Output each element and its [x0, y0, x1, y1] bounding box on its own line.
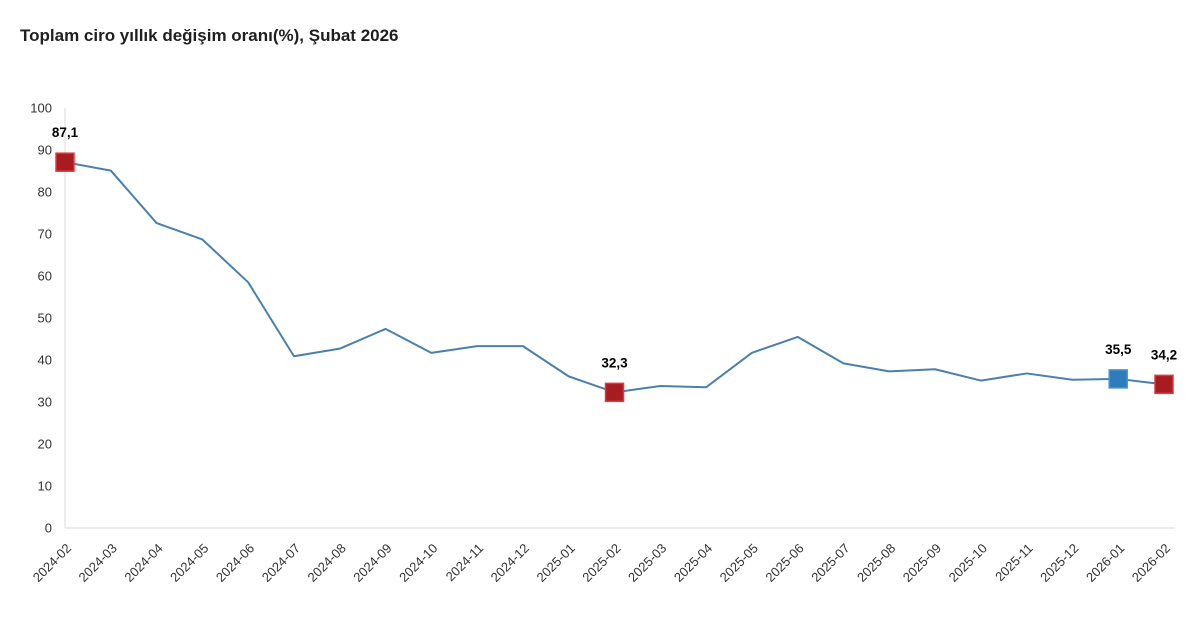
- x-axis-tick-label: 2024-10: [396, 541, 440, 585]
- y-axis-tick-label: 70: [38, 227, 52, 242]
- y-axis-tick-label: 10: [38, 479, 52, 494]
- y-axis-tick-label: 50: [38, 311, 52, 326]
- x-axis-tick-label: 2024-08: [305, 541, 349, 585]
- y-axis-tick-label: 40: [38, 353, 52, 368]
- x-axis-tick-label: 2024-11: [443, 541, 487, 585]
- x-axis-tick-label: 2025-12: [1037, 541, 1081, 585]
- x-axis-tick-label: 2024-05: [167, 541, 211, 585]
- x-axis-tick-label: 2024-02: [30, 541, 74, 585]
- point-data-label-2026-01: 35,5: [1105, 342, 1132, 357]
- highlight-marker-2026-02[interactable]: [1154, 374, 1174, 395]
- y-axis-tick-label: 20: [38, 437, 52, 452]
- x-axis-tick-label: 2025-09: [900, 541, 944, 585]
- point-data-label-2025-02: 32,3: [601, 355, 628, 370]
- x-axis-tick-label: 2024-12: [488, 541, 532, 585]
- x-axis-tick-label: 2025-04: [671, 541, 715, 585]
- x-axis-tick-label: 2025-05: [717, 541, 761, 585]
- x-axis-tick-label: 2024-07: [259, 541, 303, 585]
- y-axis-tick-label: 0: [45, 521, 52, 536]
- x-axis-tick-label: 2025-07: [808, 541, 852, 585]
- highlight-marker-2024-02[interactable]: [55, 152, 75, 172]
- point-data-label-2026-02: 34,2: [1151, 347, 1177, 362]
- y-axis-tick-label: 100: [30, 101, 52, 116]
- y-axis-tick-label: 30: [38, 395, 52, 410]
- highlight-marker-2025-02[interactable]: [604, 382, 625, 403]
- x-axis-tick-label: 2025-03: [625, 541, 669, 585]
- x-axis-tick-label: 2025-10: [946, 541, 990, 585]
- x-axis-tick-label: 2024-03: [76, 541, 120, 585]
- x-axis-tick-label: 2025-06: [762, 541, 806, 585]
- y-axis-tick-label: 90: [38, 143, 52, 158]
- y-axis-tick-label: 60: [38, 269, 52, 284]
- x-axis-tick-label: 2024-04: [121, 541, 165, 585]
- x-axis-tick-label: 2025-01: [533, 541, 577, 585]
- x-axis-tick-label: 2025-02: [579, 541, 623, 585]
- x-axis-tick-label: 2024-06: [213, 541, 257, 585]
- highlight-marker-2026-01[interactable]: [1108, 369, 1128, 389]
- point-data-label-2024-02: 87,1: [52, 125, 79, 140]
- x-axis-tick-label: 2026-01: [1083, 541, 1127, 585]
- x-axis-tick-label: 2025-11: [992, 541, 1036, 585]
- x-axis-tick-label: 2024-09: [350, 541, 394, 585]
- chart-title: Toplam ciro yıllık değişim oranı(%), Şub…: [20, 26, 399, 45]
- x-axis-tick-label: 2026-02: [1129, 541, 1173, 585]
- x-axis-tick-label: 2025-08: [854, 541, 898, 585]
- y-axis-tick-label: 80: [38, 185, 52, 200]
